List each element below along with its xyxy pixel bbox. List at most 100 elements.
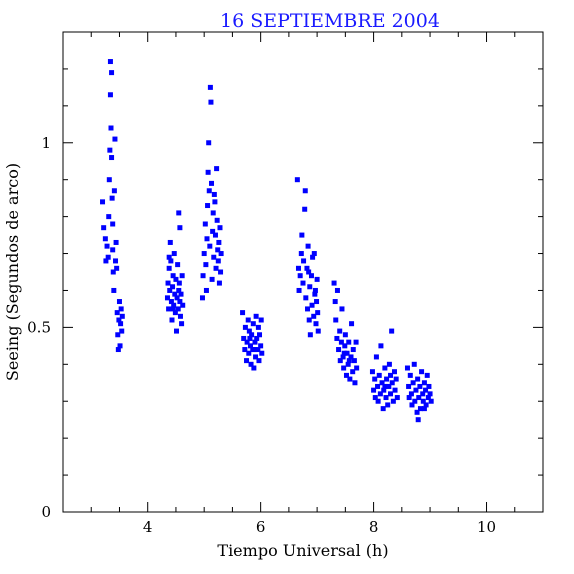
data-point [347,376,353,382]
tick-labels: 4 6 8 10 0 0.5 1 [27,134,496,536]
data-point [164,295,170,301]
data-point [302,206,308,212]
data-point [176,287,182,293]
data-point [334,335,340,341]
data-point [252,339,258,345]
data-point [249,332,255,338]
data-point [306,269,312,275]
x-axis-label: Tiempo Universal (h) [217,541,388,560]
y-tick-label: 0 [41,503,51,521]
data-point [377,391,383,397]
data-point [171,302,177,308]
data-point [103,258,109,264]
data-point [205,203,211,209]
data-point [118,321,124,327]
data-point [383,395,389,401]
data-point [314,299,320,305]
data-point [373,354,379,360]
data-point [419,369,425,375]
data-point [380,406,386,412]
data-point [174,328,180,334]
data-point [253,354,259,360]
data-point [207,84,213,90]
data-point [334,287,340,293]
data-point [246,350,252,356]
data-point [350,369,356,375]
data-point [174,295,180,301]
data-point [215,247,221,253]
data-point [407,372,413,378]
data-point [421,406,427,412]
data-point [242,324,248,330]
data-point [340,354,346,360]
data-point [173,276,179,282]
data-point [311,313,317,319]
data-point [170,273,176,279]
data-point [206,188,212,194]
chart-title: 16 SEPTIEMBRE 2004 [220,10,440,32]
data-point [255,347,261,353]
x-tick-label: 10 [477,518,496,536]
data-point [209,276,215,282]
data-point [205,169,211,175]
data-point [420,391,426,397]
y-tick-label: 0.5 [27,318,51,336]
data-point [392,387,398,393]
data-point [390,398,396,404]
y-axis-label: Seeing (Segundos de arco) [3,163,22,381]
data-point [250,321,256,327]
data-point [117,343,123,349]
data-point [217,225,223,231]
data-point [115,332,121,338]
data-point [352,380,358,386]
data-point [381,387,387,393]
data-point [215,258,221,264]
data-point [331,280,337,286]
data-point [203,262,209,268]
data-point [199,295,205,301]
data-point [100,199,106,205]
data-point [295,265,301,271]
data-point [168,258,174,264]
data-point [298,251,304,257]
data-point [342,343,348,349]
data-point [415,376,421,382]
data-point [113,239,119,245]
data-point [110,221,116,227]
data-point [302,188,308,194]
data-point [309,302,315,308]
data-point [372,395,378,401]
data-point [425,395,431,401]
data-point [413,387,419,393]
data-point [209,180,215,186]
data-point [253,313,259,319]
data-point [312,291,318,297]
data-point [415,417,421,423]
data-point [314,276,320,282]
data-point [341,350,347,356]
data-point [166,306,172,312]
data-point [384,376,390,382]
data-point [242,347,248,353]
data-point [248,361,254,367]
data-point [389,328,395,334]
data-point [211,191,217,197]
data-point [208,99,214,105]
data-point [106,177,112,183]
data-point [109,195,115,201]
data-point [171,251,177,257]
data-point [306,317,312,323]
data-point [423,387,429,393]
data-point [341,365,347,371]
data-point [371,387,377,393]
data-point [410,380,416,386]
data-point [353,339,359,345]
data-point [257,332,263,338]
data-point [339,306,345,312]
data-point [343,372,349,378]
data-point [112,136,118,142]
data-point [304,265,310,271]
data-point [255,324,261,330]
data-point [177,225,183,231]
data-point [417,383,423,389]
